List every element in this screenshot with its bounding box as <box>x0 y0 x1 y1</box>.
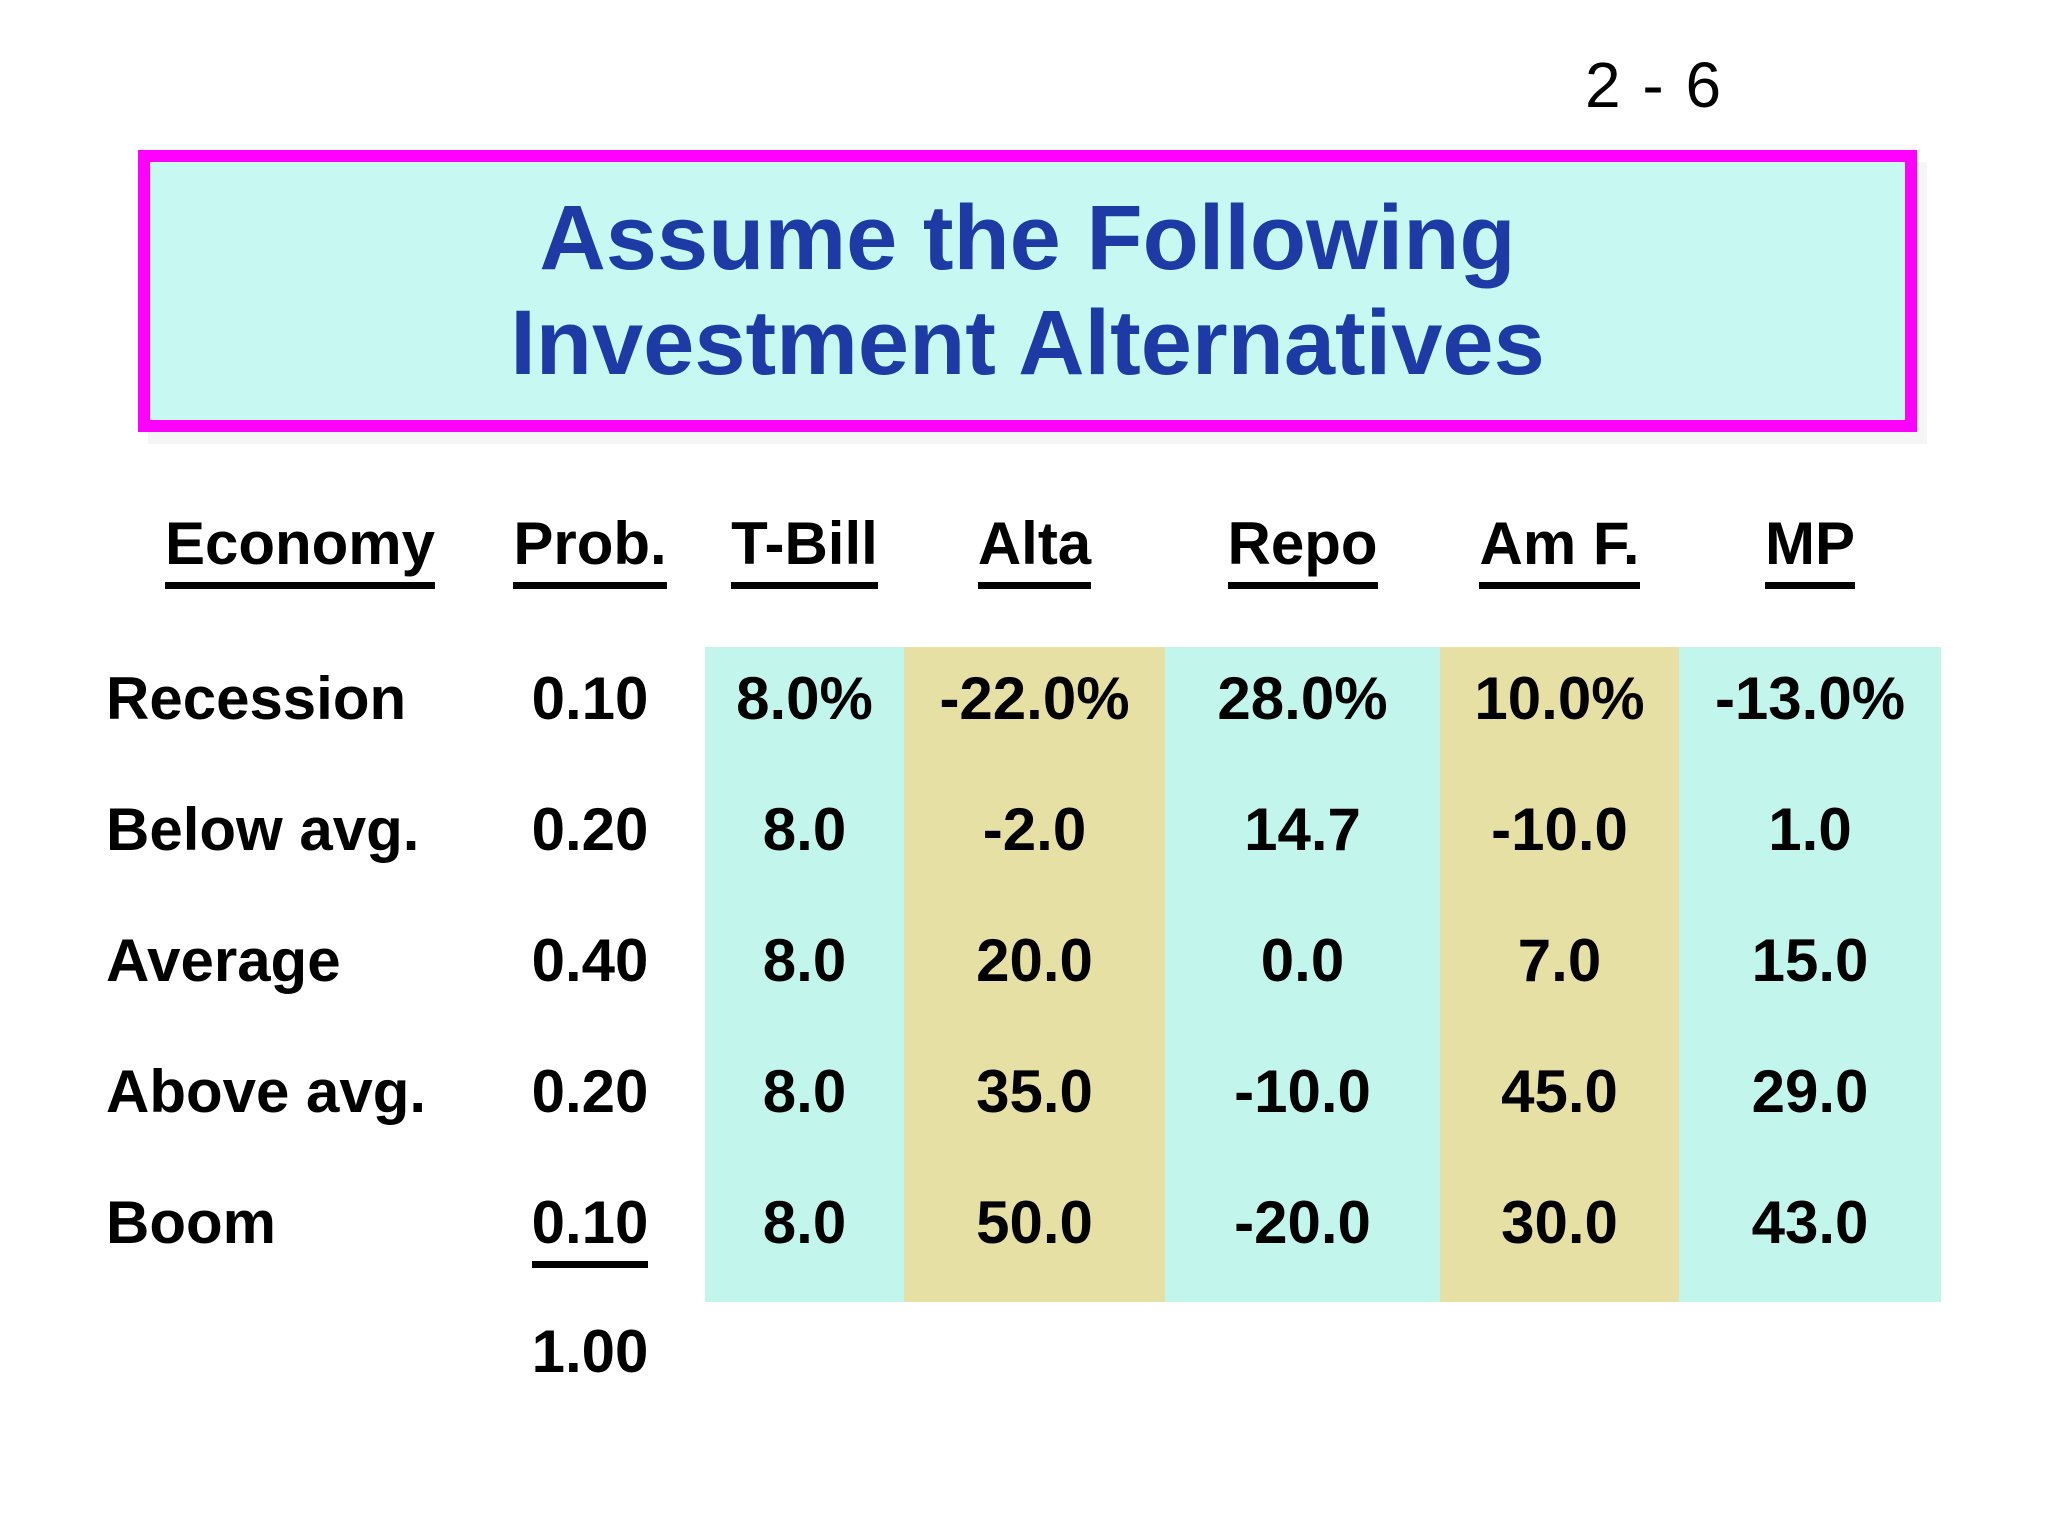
cell-mp: -13.0% <box>1679 647 1941 778</box>
table-row-boom: Boom 0.10 8.0 50.0 -20.0 30.0 43.0 <box>100 1171 1941 1302</box>
col-header-amf: Am F. <box>1440 470 1679 647</box>
cell-amf: -10.0 <box>1440 778 1679 909</box>
col-header-alta-label: Alta <box>977 510 1092 590</box>
cell-prob: 0.20 <box>531 796 649 863</box>
cell-spacer <box>680 1040 705 1171</box>
cell-mp: 29.0 <box>1679 1040 1941 1171</box>
cell-tbill: 8.0 <box>705 1040 904 1171</box>
col-header-alta: Alta <box>904 470 1165 647</box>
cell-empty <box>1165 1302 1440 1398</box>
cell-economy: Above avg. <box>106 1058 427 1125</box>
cell-repo: 0.0 <box>1165 909 1440 1040</box>
cell-prob-total: 1.00 <box>531 1318 649 1385</box>
col-header-repo: Repo <box>1165 470 1440 647</box>
col-header-repo-label: Repo <box>1227 510 1378 590</box>
table-row-average: Average 0.40 8.0 20.0 0.0 7.0 15.0 <box>100 909 1941 1040</box>
cell-mp: 1.0 <box>1679 778 1941 909</box>
col-header-prob-label: Prob. <box>513 510 667 590</box>
col-header-mp-label: MP <box>1765 510 1855 590</box>
cell-tbill: 8.0 <box>705 1171 904 1302</box>
col-header-mp: MP <box>1679 470 1941 647</box>
cell-alta: 50.0 <box>904 1171 1165 1302</box>
col-header-amf-label: Am F. <box>1479 510 1640 590</box>
cell-tbill: 8.0% <box>705 647 904 778</box>
cell-economy: Below avg. <box>106 796 420 863</box>
cell-amf: 10.0% <box>1440 647 1679 778</box>
cell-prob: 0.20 <box>531 1058 649 1125</box>
cell-amf: 7.0 <box>1440 909 1679 1040</box>
cell-spacer <box>680 647 705 778</box>
cell-alta: -22.0% <box>904 647 1165 778</box>
col-header-economy: Economy <box>100 470 500 647</box>
page-number: 2 - 6 <box>1585 49 1724 121</box>
cell-spacer <box>680 909 705 1040</box>
table-row-above-avg: Above avg. 0.20 8.0 35.0 -10.0 45.0 29.0 <box>100 1040 1941 1171</box>
title-line-1: Assume the Following <box>539 187 1516 290</box>
cell-repo: 28.0% <box>1165 647 1440 778</box>
cell-spacer <box>680 1171 705 1302</box>
cell-mp: 15.0 <box>1679 909 1941 1040</box>
table-row-recession: Recession 0.10 8.0% -22.0% 28.0% 10.0% -… <box>100 647 1941 778</box>
table-row-below-avg: Below avg. 0.20 8.0 -2.0 14.7 -10.0 1.0 <box>100 778 1941 909</box>
cell-prob: 0.40 <box>531 927 649 994</box>
cell-economy: Boom <box>106 1189 276 1256</box>
cell-alta: 35.0 <box>904 1040 1165 1171</box>
investment-alternatives-table: Economy Prob. T-Bill Alta Repo Am F. MP … <box>100 470 1941 1398</box>
cell-alta: -2.0 <box>904 778 1165 909</box>
cell-prob: 0.10 <box>531 665 649 732</box>
col-header-prob: Prob. <box>500 470 680 647</box>
cell-tbill: 8.0 <box>705 778 904 909</box>
cell-empty <box>100 1302 500 1398</box>
cell-prob-underlined: 0.10 <box>500 1171 680 1302</box>
cell-spacer <box>680 778 705 909</box>
cell-repo: -10.0 <box>1165 1040 1440 1171</box>
cell-economy: Recession <box>106 665 407 732</box>
cell-economy: Average <box>106 927 341 994</box>
cell-mp: 43.0 <box>1679 1171 1941 1302</box>
title-line-2: Investment Alternatives <box>510 292 1545 394</box>
cell-empty <box>705 1302 904 1398</box>
col-spacer <box>680 470 705 647</box>
cell-amf: 45.0 <box>1440 1040 1679 1171</box>
col-header-tbill-label: T-Bill <box>731 510 878 590</box>
boom-prob-value: 0.10 <box>531 1189 649 1269</box>
cell-empty <box>1440 1302 1679 1398</box>
header-row: Economy Prob. T-Bill Alta Repo Am F. MP <box>100 470 1941 647</box>
cell-empty <box>1679 1302 1941 1398</box>
cell-empty <box>904 1302 1165 1398</box>
cell-repo: 14.7 <box>1165 778 1440 909</box>
cell-spacer <box>680 1302 705 1398</box>
col-header-tbill: T-Bill <box>705 470 904 647</box>
cell-amf: 30.0 <box>1440 1171 1679 1302</box>
col-header-economy-label: Economy <box>164 510 436 590</box>
title-box: Assume the Following Investment Alternat… <box>138 150 1917 432</box>
cell-alta: 20.0 <box>904 909 1165 1040</box>
table-row-total: 1.00 <box>100 1302 1941 1398</box>
cell-tbill: 8.0 <box>705 909 904 1040</box>
cell-repo: -20.0 <box>1165 1171 1440 1302</box>
